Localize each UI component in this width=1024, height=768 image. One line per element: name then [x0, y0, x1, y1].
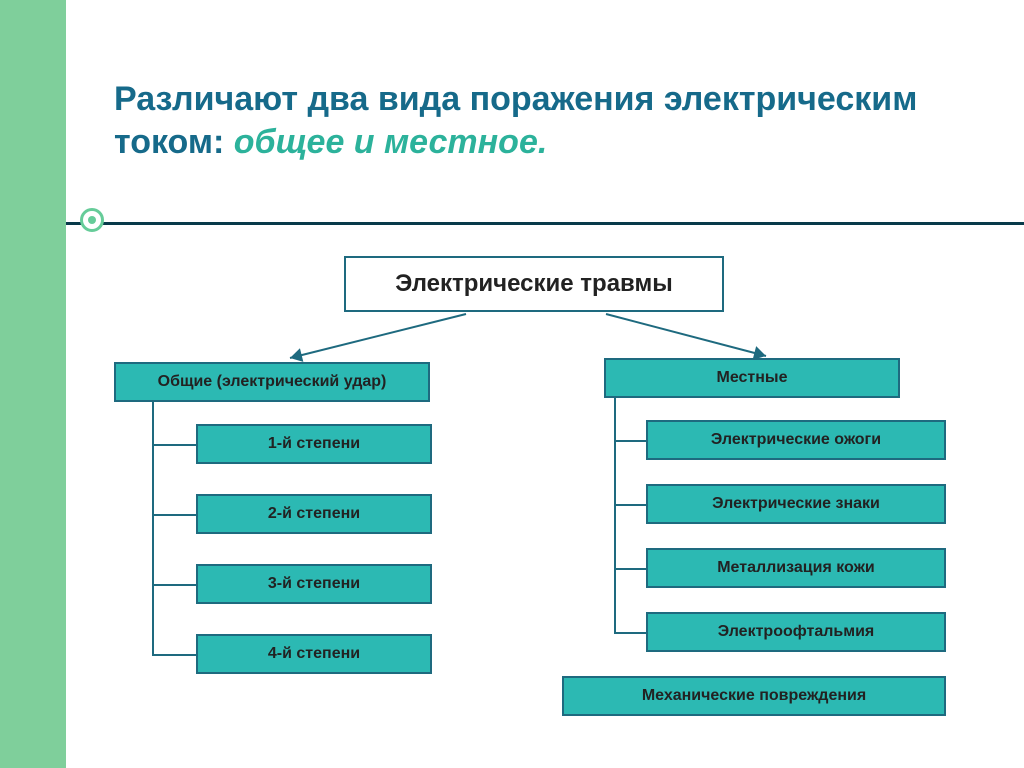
right-item-label: Электрические ожоги [711, 431, 881, 449]
right-item-label: Металлизация кожи [717, 559, 875, 577]
left-item-label: 2-й степени [268, 505, 360, 523]
slide-title: Различают два вида поражения электрическ… [114, 78, 974, 163]
left-branch-header: Общие (электрический удар) [114, 362, 430, 402]
right-item-label: Электрические знаки [712, 495, 880, 513]
diagram-root-label: Электрические травмы [395, 270, 672, 298]
right-item: Электрические знаки [646, 484, 946, 524]
right-item: Металлизация кожи [646, 548, 946, 588]
connector-line [152, 444, 196, 446]
right-item-label: Электроофтальмия [718, 623, 875, 641]
right-item: Электрические ожоги [646, 420, 946, 460]
connector-line [152, 654, 196, 656]
connector-line [152, 514, 196, 516]
left-item-label: 1-й степени [268, 435, 360, 453]
connector-line [152, 584, 196, 586]
left-item: 4-й степени [196, 634, 432, 674]
left-item-label: 4-й степени [268, 645, 360, 663]
connector-line [614, 504, 646, 506]
bullet-icon [80, 208, 104, 232]
left-branch-header-label: Общие (электрический удар) [158, 373, 387, 391]
left-item: 1-й степени [196, 424, 432, 464]
connector-line [614, 398, 616, 634]
right-item: Электроофтальмия [646, 612, 946, 652]
connector-line [614, 568, 646, 570]
connector-line [152, 402, 154, 654]
slide-canvas: Различают два вида поражения электрическ… [66, 0, 1024, 768]
arrow-left [280, 304, 476, 368]
left-item-label: 3-й степени [268, 575, 360, 593]
connector-line [614, 440, 646, 442]
right-branch-header: Местные [604, 358, 900, 398]
right-item: Механические повреждения [562, 676, 946, 716]
connector-line [614, 632, 646, 634]
right-branch-header-label: Местные [717, 369, 788, 387]
left-item: 3-й степени [196, 564, 432, 604]
arrow-right [596, 304, 776, 366]
left-item: 2-й степени [196, 494, 432, 534]
title-underline [66, 222, 1024, 225]
title-emphasis: общее и местное. [234, 123, 548, 161]
right-item-label: Механические повреждения [642, 687, 866, 705]
slide-sidebar [0, 0, 66, 768]
